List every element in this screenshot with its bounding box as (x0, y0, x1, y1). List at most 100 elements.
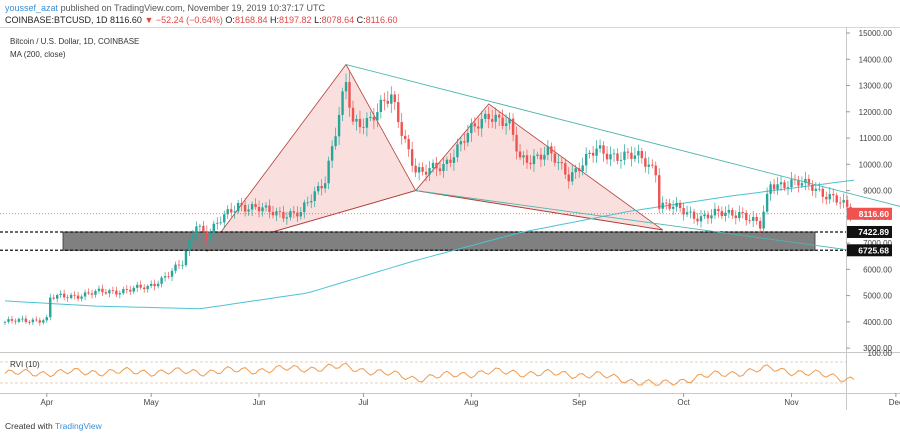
candle-body[interactable] (633, 155, 637, 159)
candle-body[interactable] (320, 186, 323, 189)
candle-body[interactable] (699, 216, 703, 222)
candle-body[interactable] (31, 319, 35, 323)
candle-body[interactable] (261, 207, 264, 212)
candle-body[interactable] (762, 211, 765, 229)
candle-body[interactable] (254, 203, 257, 207)
candle-body[interactable] (504, 123, 508, 126)
author-link[interactable]: youssef_azat (5, 3, 59, 13)
candle-body[interactable] (250, 203, 254, 210)
candle-body[interactable] (156, 283, 160, 287)
candle-body[interactable] (108, 290, 111, 294)
candle-body[interactable] (330, 146, 334, 161)
candle-body[interactable] (76, 295, 80, 299)
candle-body[interactable] (463, 141, 466, 143)
candle-body[interactable] (665, 202, 668, 204)
price-chart[interactable]: Bitcoin / U.S. Dollar, 1D, COINBASE MA (… (0, 0, 900, 421)
candle-body[interactable] (713, 208, 717, 216)
candle-body[interactable] (414, 165, 417, 173)
candle-body[interactable] (7, 319, 10, 322)
candle-body[interactable] (755, 216, 758, 222)
candle-body[interactable] (574, 168, 577, 173)
candle-body[interactable] (518, 151, 522, 158)
candle-body[interactable] (605, 153, 609, 160)
candle-body[interactable] (334, 136, 337, 147)
candle-body[interactable] (219, 222, 222, 224)
candle-body[interactable] (62, 293, 66, 298)
candle-body[interactable] (658, 175, 661, 209)
candle-body[interactable] (797, 179, 800, 186)
candle-body[interactable] (94, 290, 97, 295)
candle-body[interactable] (588, 152, 591, 154)
candle-body[interactable] (38, 320, 41, 323)
candle-body[interactable] (209, 232, 212, 240)
candle-body[interactable] (442, 164, 445, 172)
candle-body[interactable] (654, 165, 657, 176)
candle-body[interactable] (344, 82, 348, 92)
candle-body[interactable] (21, 318, 24, 320)
candle-body[interactable] (790, 179, 793, 188)
candle-body[interactable] (24, 318, 28, 322)
candle-body[interactable] (724, 212, 727, 216)
candle-body[interactable] (111, 290, 115, 292)
candle-body[interactable] (257, 206, 261, 212)
candle-body[interactable] (101, 288, 104, 293)
candle-body[interactable] (449, 159, 452, 163)
candle-body[interactable] (52, 297, 55, 299)
candle-body[interactable] (779, 182, 783, 185)
candle-body[interactable] (393, 94, 396, 103)
candle-body[interactable] (776, 184, 779, 190)
candle-body[interactable] (647, 164, 650, 167)
candle-body[interactable] (772, 184, 776, 190)
candle-body[interactable] (571, 172, 574, 182)
candle-body[interactable] (546, 146, 550, 155)
candle-body[interactable] (35, 319, 38, 321)
candle-body[interactable] (355, 118, 358, 122)
candle-body[interactable] (459, 141, 463, 145)
candle-body[interactable] (365, 118, 369, 128)
candle-body[interactable] (83, 292, 87, 297)
candle-body[interactable] (278, 211, 282, 213)
candle-body[interactable] (104, 292, 108, 294)
candle-body[interactable] (616, 153, 619, 161)
candle-body[interactable] (184, 250, 188, 266)
candle-body[interactable] (668, 203, 671, 209)
candle-body[interactable] (769, 184, 772, 194)
candle-body[interactable] (303, 202, 306, 213)
candle-body[interactable] (226, 209, 229, 215)
candle-body[interactable] (174, 264, 177, 271)
candle-body[interactable] (731, 209, 734, 216)
candle-body[interactable] (143, 287, 146, 290)
candle-body[interactable] (407, 139, 410, 150)
candle-body[interactable] (717, 208, 720, 212)
candle-body[interactable] (832, 194, 835, 196)
candle-body[interactable] (323, 183, 327, 189)
candle-body[interactable] (372, 116, 376, 121)
candle-body[interactable] (661, 202, 664, 209)
candle-body[interactable] (386, 100, 389, 104)
candle-body[interactable] (807, 178, 811, 185)
candle-body[interactable] (216, 222, 219, 224)
candle-body[interactable] (456, 144, 459, 158)
candle-body[interactable] (348, 82, 351, 108)
candle-body[interactable] (727, 209, 731, 213)
candle-body[interactable] (738, 211, 741, 219)
candle-body[interactable] (56, 295, 59, 299)
candle-body[interactable] (525, 155, 529, 163)
candle-body[interactable] (765, 193, 769, 212)
candle-body[interactable] (835, 195, 838, 203)
candle-body[interactable] (435, 162, 438, 169)
candle-body[interactable] (73, 294, 76, 296)
candle-body[interactable] (10, 319, 14, 321)
candle-body[interactable] (626, 151, 630, 153)
candle-body[interactable] (313, 191, 316, 201)
candle-body[interactable] (529, 162, 532, 165)
candle-body[interactable] (410, 149, 414, 166)
candle-body[interactable] (696, 218, 699, 222)
candle-body[interactable] (404, 135, 407, 140)
candle-body[interactable] (619, 159, 623, 161)
candle-body[interactable] (317, 186, 320, 192)
candle-body[interactable] (28, 321, 31, 323)
tradingview-logo-link[interactable]: TradingView (54, 421, 102, 431)
candle-body[interactable] (842, 200, 845, 203)
candle-body[interactable] (564, 163, 567, 175)
